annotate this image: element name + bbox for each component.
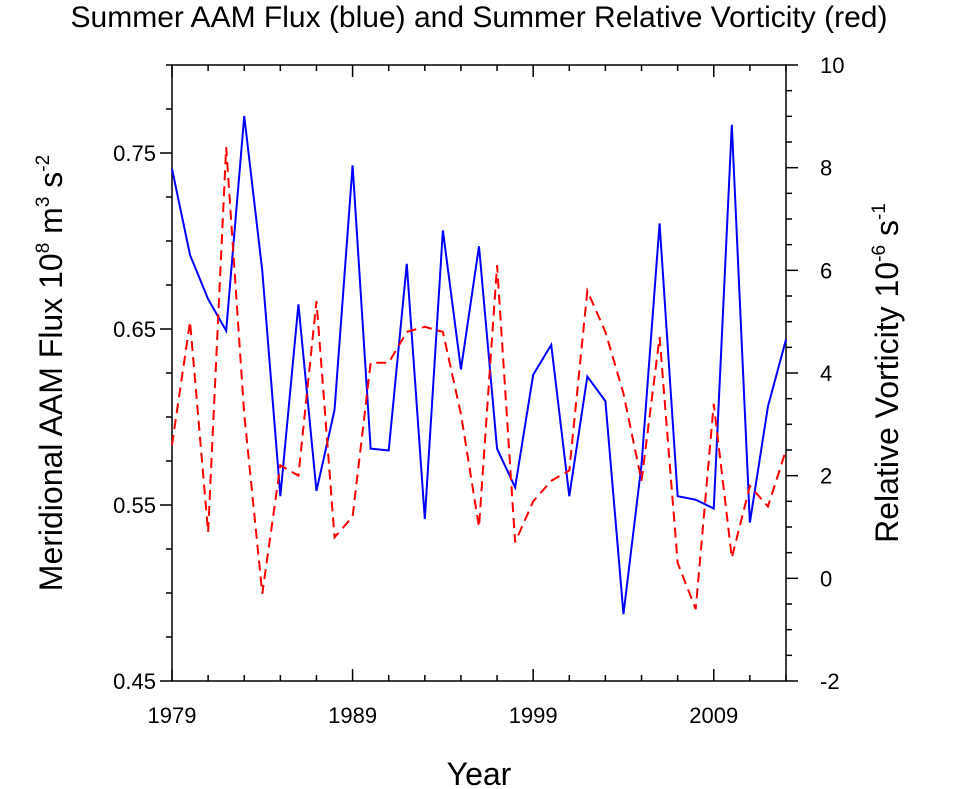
right-y-axis-ticks: -2 0 2 4 6 8 10 xyxy=(786,53,844,694)
y-right-tick-label: 6 xyxy=(820,258,832,283)
left-y-label-text: Meridional AAM Flux 10 xyxy=(33,253,69,591)
y-left-tick-label: 0.75 xyxy=(113,141,156,166)
y-left-tick-label: 0.55 xyxy=(113,493,156,518)
left-y-axis-label: Meridional AAM Flux 108 m3 s-2 xyxy=(33,155,69,591)
y-right-tick-label: 0 xyxy=(820,566,832,591)
x-axis-ticks: 1979 1989 1999 2009 xyxy=(148,65,787,728)
chart-title: Summer AAM Flux (blue) and Summer Relati… xyxy=(71,1,888,34)
left-y-label-exp1: 8 xyxy=(33,243,54,254)
left-y-label-exp2: 3 xyxy=(33,197,54,208)
y-right-tick-label: 4 xyxy=(820,361,832,386)
y-left-tick-label: 0.45 xyxy=(113,669,156,694)
x-tick-label: 1999 xyxy=(509,703,558,728)
relative-vorticity-series-line xyxy=(171,147,787,610)
x-tick-label: 2009 xyxy=(689,703,738,728)
left-y-label-mid2: s xyxy=(33,172,69,197)
y-right-tick-label: -2 xyxy=(820,669,840,694)
right-y-label-mid: s xyxy=(869,220,905,245)
left-y-axis-ticks: 0.45 0.55 0.65 0.75 xyxy=(113,64,172,694)
aam-flux-series-line xyxy=(171,115,787,615)
plot-frame xyxy=(171,64,787,682)
y-right-tick-label: 10 xyxy=(820,53,844,78)
y-right-tick-label: 8 xyxy=(820,156,832,181)
x-tick-label: 1989 xyxy=(328,703,377,728)
left-y-label-mid: m xyxy=(33,207,69,243)
x-tick-label: 1979 xyxy=(148,703,197,728)
x-axis-label: Year xyxy=(447,756,512,789)
right-y-axis-label: Relative Vorticity 10-6 s-1 xyxy=(869,203,905,543)
left-y-label-exp3: -2 xyxy=(33,155,54,172)
right-y-label-exp1: -6 xyxy=(869,245,890,262)
right-y-label-text: Relative Vorticity 10 xyxy=(869,262,905,543)
series-layer xyxy=(171,115,787,615)
y-right-tick-label: 2 xyxy=(820,464,832,489)
right-y-label-exp2: -1 xyxy=(869,203,890,220)
y-left-tick-label: 0.65 xyxy=(113,317,156,342)
